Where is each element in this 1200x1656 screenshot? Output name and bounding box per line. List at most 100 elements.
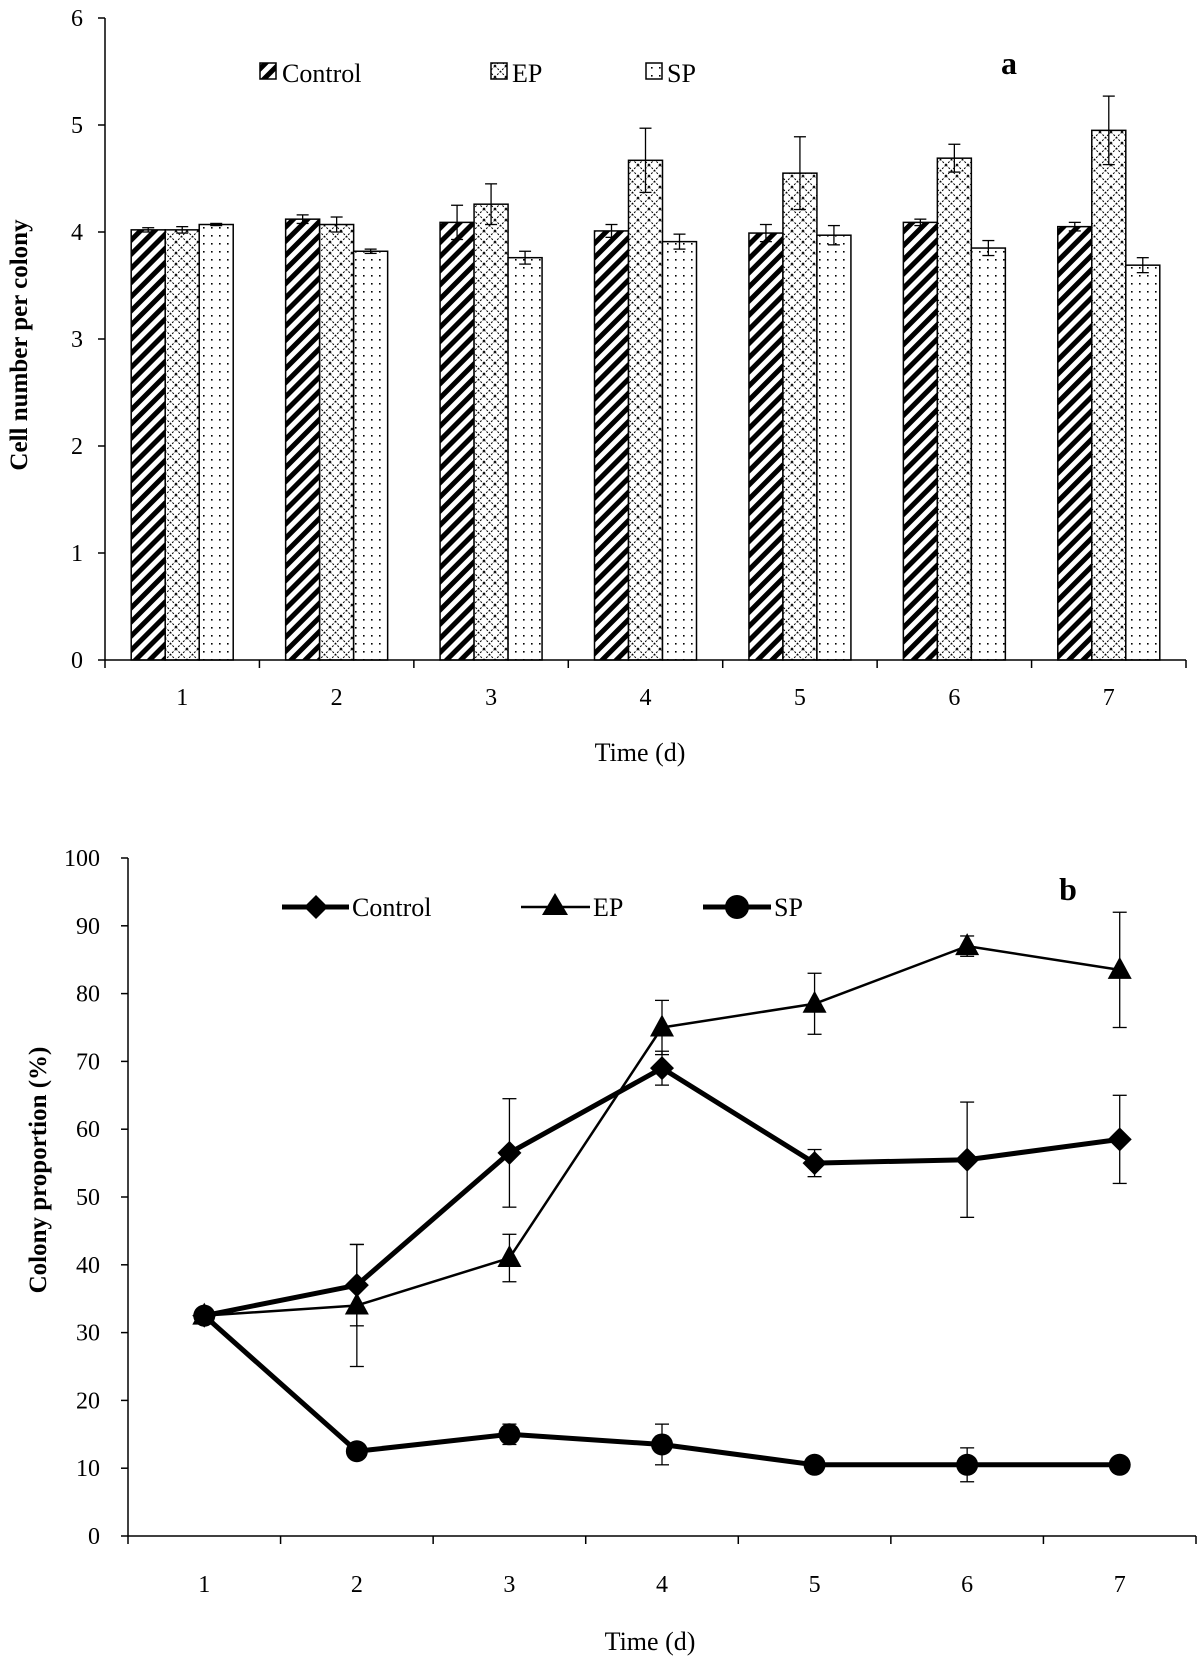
legend: Control EP SP — [259, 59, 696, 88]
y-tick-label: 10 — [76, 1456, 100, 1482]
series-control — [192, 1050, 1132, 1328]
point-ep-day-5 — [802, 990, 827, 1013]
error-bar-ep-day-4 — [639, 127, 652, 194]
x-axis-title: Time (d) — [605, 1627, 696, 1656]
point-control-day-4 — [650, 1056, 674, 1081]
error-bar-control-day-6 — [914, 218, 927, 227]
bar-ep-day-4 — [627, 159, 664, 661]
bar-control-day-2 — [284, 218, 321, 661]
bar-ep-day-1 — [164, 229, 200, 661]
error-bar-ep-day-3 — [485, 183, 498, 226]
x-tick-label: 6 — [961, 1572, 973, 1598]
point-sp-day-2 — [345, 1440, 368, 1463]
bar-control-day-5 — [748, 232, 784, 661]
panel-label-b: b — [1059, 871, 1077, 907]
legend-label-sp: SP — [774, 893, 803, 922]
bar-control-day-1 — [130, 229, 166, 661]
point-ep-day-3 — [497, 1245, 522, 1268]
point-sp-day-3 — [498, 1423, 521, 1446]
error-bar-ep-day-1 — [176, 225, 189, 234]
x-tick-label: 6 — [948, 685, 960, 711]
series-sp — [193, 1304, 1131, 1483]
y-tick-label: 60 — [76, 1117, 100, 1143]
bar-sp-day-5 — [816, 234, 852, 661]
y-tick-label: 0 — [71, 648, 83, 674]
x-tick-label: 2 — [351, 1572, 363, 1598]
error-bar-sp-day-1 — [210, 222, 223, 227]
bar-sp-day-7 — [1125, 264, 1161, 661]
legend-swatch-control — [282, 895, 349, 919]
x-tick-label: 3 — [503, 1572, 515, 1598]
legend-swatch-sp — [645, 62, 663, 80]
error-bar-ep-day-6 — [948, 143, 961, 173]
legend-swatch-control — [259, 62, 277, 80]
error-bar-sp-day-3 — [519, 250, 532, 265]
error-bar-control-day-5 — [759, 223, 772, 243]
error-bar-sp-day-4 — [673, 233, 686, 250]
legend-label-control: Control — [352, 893, 431, 922]
bar-series-group — [130, 95, 1161, 661]
y-tick-label: 100 — [64, 846, 100, 872]
error-bar-sp-day-2 — [364, 248, 377, 255]
y-tick-label: 4 — [71, 220, 83, 246]
bar-control-day-6 — [902, 221, 939, 661]
point-sp-day-4 — [651, 1433, 673, 1456]
error-bar-control-day-4 — [605, 223, 618, 239]
x-tick-label: 1 — [198, 1572, 210, 1598]
legend: Control EP SP — [282, 893, 803, 922]
x-tick-label: 2 — [331, 685, 343, 711]
legend-label-ep: EP — [593, 893, 623, 922]
error-bar-sp-day-7 — [1136, 257, 1149, 274]
point-ep-day-4 — [650, 1014, 674, 1037]
point-ep-day-6 — [955, 933, 980, 956]
y-tick-label: 2 — [71, 434, 83, 460]
y-tick-label: 3 — [71, 327, 83, 353]
y-tick-label: 20 — [76, 1388, 100, 1414]
error-bar-control-day-3 — [451, 204, 464, 241]
legend-label-sp: SP — [667, 59, 696, 88]
y-axis-title: Cell number per colony — [6, 219, 33, 471]
y-tick-label: 30 — [76, 1321, 100, 1347]
y-tick-label: 0 — [88, 1524, 100, 1550]
bar-sp-day-3 — [507, 256, 543, 661]
error-bar-control-day-2 — [296, 214, 309, 225]
legend-swatch-ep — [521, 893, 590, 915]
point-sp-day-1 — [193, 1304, 216, 1327]
bar-ep-day-5 — [782, 172, 818, 661]
bar-sp-day-2 — [352, 250, 389, 661]
point-ep-day-7 — [1107, 956, 1132, 979]
bar-sp-day-6 — [970, 247, 1007, 661]
y-tick-label: 50 — [76, 1185, 100, 1211]
point-control-day-6 — [955, 1147, 980, 1172]
error-bar-sp-day-5 — [827, 224, 840, 246]
point-sp-day-7 — [1108, 1453, 1131, 1476]
legend-label-ep: EP — [512, 59, 542, 88]
point-control-day-7 — [1107, 1127, 1132, 1152]
legend-label-control: Control — [282, 59, 361, 88]
error-bar-control-day-1 — [142, 227, 155, 233]
line-control — [203, 1065, 1121, 1319]
y-tick-label: 5 — [71, 113, 83, 139]
bar-sp-day-1 — [198, 223, 234, 661]
y-tick-label: 90 — [76, 914, 100, 940]
y-tick-label: 70 — [76, 1049, 100, 1075]
x-tick-label: 7 — [1114, 1572, 1126, 1598]
bar-sp-day-4 — [661, 240, 698, 661]
line-series-group — [192, 911, 1132, 1483]
bar-control-day-3 — [439, 221, 475, 661]
y-tick-label: 6 — [71, 6, 83, 32]
y-axis-title: Colony proportion (%) — [25, 1047, 52, 1294]
x-tick-label: 5 — [809, 1572, 821, 1598]
chart-b: 0 10 20 30 40 50 60 70 80 90 100 1 2 3 4 5 6 7 Time (d) C… — [25, 846, 1197, 1656]
error-bar-ep-day-7 — [1102, 95, 1115, 166]
point-control-day-5 — [802, 1151, 827, 1176]
bar-control-day-7 — [1057, 225, 1093, 661]
x-tick-label: 4 — [640, 685, 652, 711]
point-ep-day-2 — [344, 1292, 369, 1315]
error-bar-sp-day-6 — [982, 239, 995, 257]
x-axis-title: Time (d) — [595, 738, 686, 767]
panel-label-a: a — [1001, 45, 1017, 81]
x-tick-label: 7 — [1103, 685, 1115, 711]
legend-swatch-sp — [703, 895, 771, 919]
